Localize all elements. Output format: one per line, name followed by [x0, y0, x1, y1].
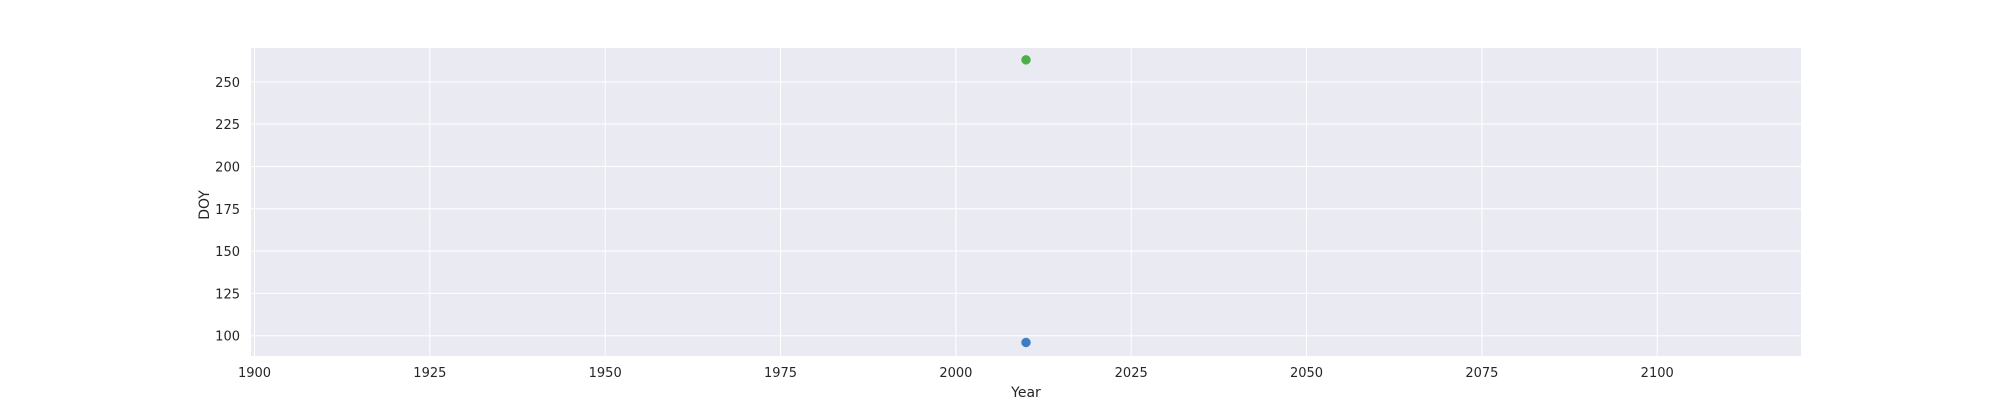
y-tick-label: 175 — [215, 203, 240, 218]
y-tick-label: 200 — [215, 160, 240, 175]
data-point — [1021, 55, 1031, 65]
x-tick-label: 2025 — [1115, 366, 1148, 381]
x-tick-label: 1975 — [764, 366, 797, 381]
y-tick-label: 250 — [215, 76, 240, 91]
data-points — [1021, 55, 1031, 348]
y-tick-label: 225 — [215, 118, 240, 133]
y-tick-label: 150 — [215, 245, 240, 260]
x-tick-label: 1950 — [589, 366, 622, 381]
x-tick-label: 1900 — [238, 366, 271, 381]
y-tick-label: 100 — [215, 330, 240, 345]
x-tick-label: 2100 — [1641, 366, 1674, 381]
tick-labels: 1900 1925 1950 1975 2000 2025 2050 2075 2100 100 1… — [215, 76, 1674, 381]
y-tick-label: 125 — [215, 287, 240, 302]
x-axis-label: Year — [1010, 385, 1041, 400]
y-axis-label: DOY — [197, 190, 213, 220]
plot-background — [251, 48, 1801, 356]
x-tick-label: 2000 — [939, 366, 972, 381]
data-point — [1021, 337, 1031, 348]
grid — [251, 48, 1801, 356]
x-tick-label: 2050 — [1290, 366, 1323, 381]
x-tick-label: 1925 — [413, 366, 446, 381]
x-tick-label: 2075 — [1465, 366, 1498, 381]
